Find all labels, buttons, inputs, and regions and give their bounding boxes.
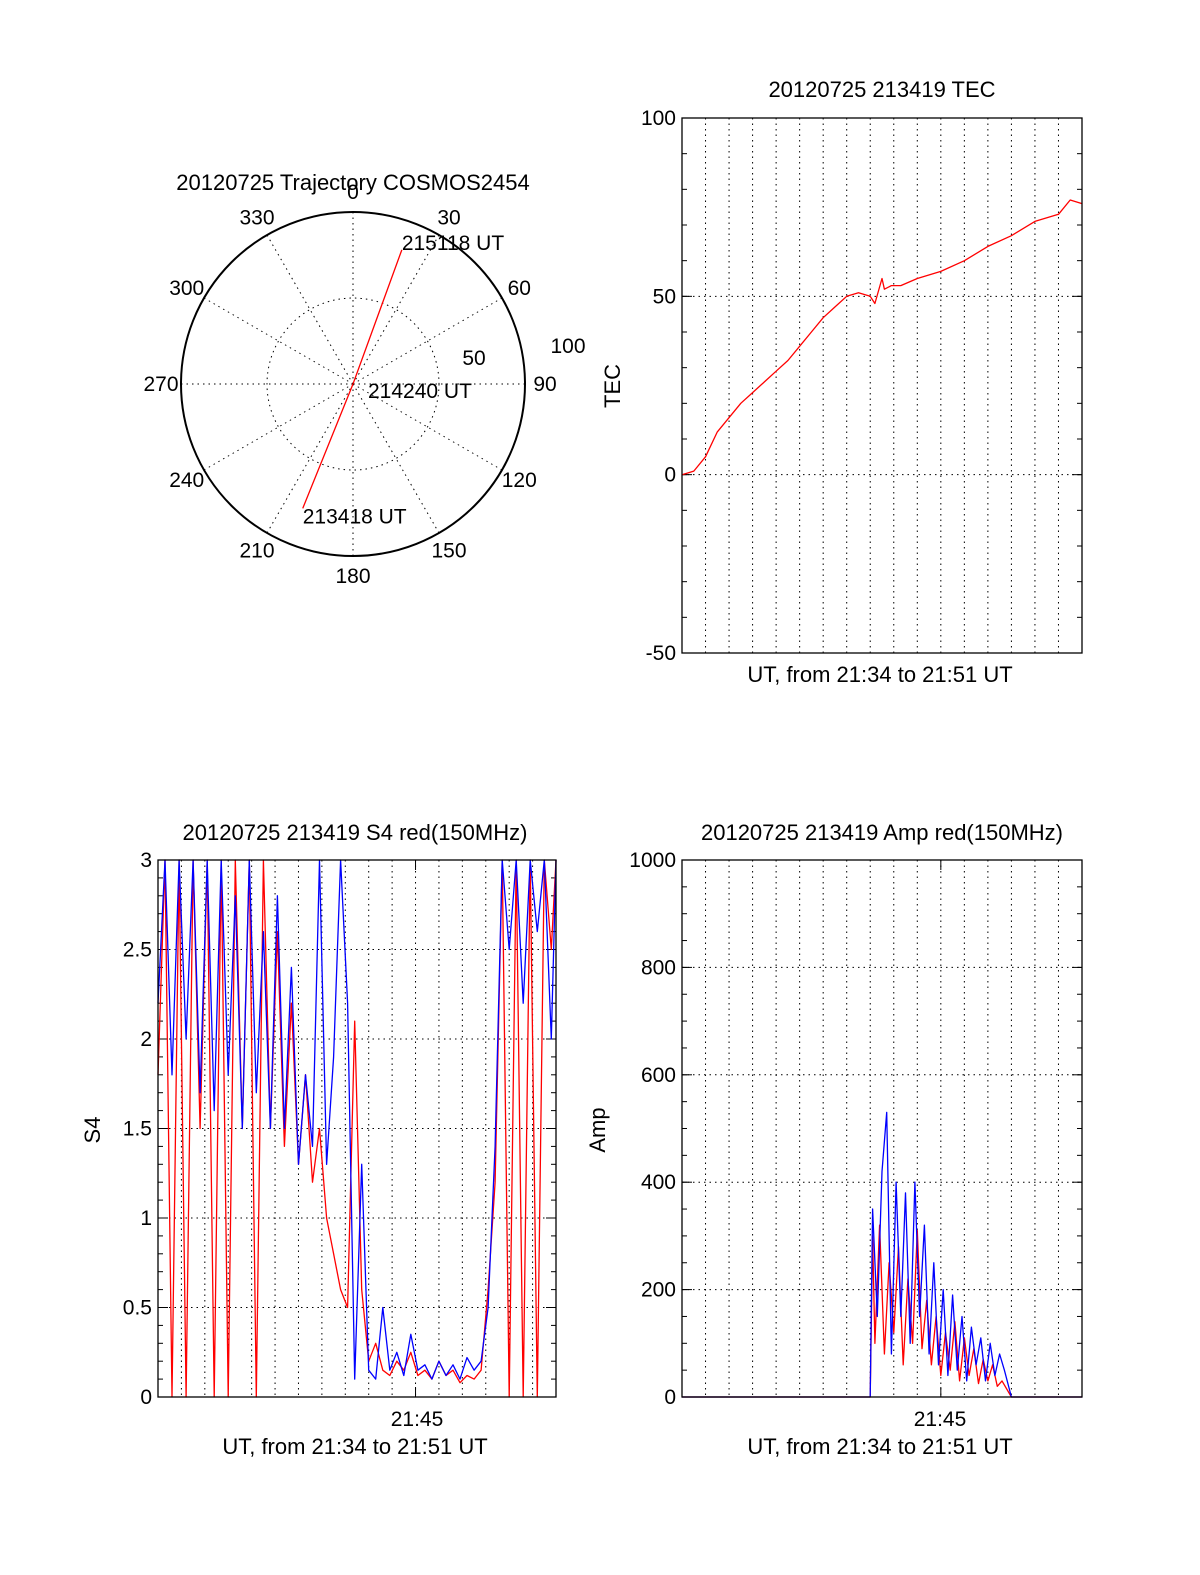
- amp-minor-ticks: [682, 859, 1082, 1398]
- tec-y-tick-label: 50: [653, 285, 676, 308]
- amp-y-tick-label: 800: [641, 956, 676, 979]
- amp-y-tick-labels: 0 200 400 600 800 1000: [629, 849, 676, 1409]
- amp-x-tick-2145: 21:45: [914, 1408, 967, 1431]
- s4-title: 20120725 213419 S4 red(150MHz): [183, 820, 528, 845]
- amp-series: [682, 1111, 1082, 1398]
- polar-azimuth-tick: 240: [169, 469, 204, 492]
- tec-title: 20120725 213419 TEC: [768, 77, 995, 102]
- amp-series-blue-line: [682, 1111, 1082, 1398]
- polar-trajectory: 213418 UT 214240 UT 215118 UT: [302, 232, 505, 528]
- polar-spoke-240: [203, 383, 354, 471]
- s4-series-blue-line: [157, 859, 557, 1380]
- polar-azimuth-labels: 0 30 60 90 120 150 180 210 240 270 300 330: [143, 181, 556, 588]
- amp-panel: 20120725 213419 Amp red(150MHz) 0 200 400 6…: [585, 820, 1083, 1459]
- tec-frame: [681, 117, 1083, 654]
- polar-spoke-150: [352, 383, 440, 534]
- s4-y-tick-label: 0: [140, 1386, 152, 1409]
- s4-x-tick-2145: 21:45: [391, 1408, 444, 1431]
- polar-azimuth-tick: 330: [239, 207, 274, 230]
- polar-radial-tick-50: 50: [462, 347, 485, 370]
- polar-azimuth-tick: 150: [431, 539, 466, 562]
- polar-spoke-120: [352, 383, 503, 471]
- polar-azimuth-tick: 300: [169, 277, 204, 300]
- s4-frame: [157, 859, 557, 1398]
- polar-azimuth-tick: 120: [502, 469, 537, 492]
- s4-ylabel: S4: [80, 1117, 105, 1144]
- amp-grid: [682, 859, 1082, 1398]
- polar-azimuth-tick: 30: [437, 207, 460, 230]
- polar-spoke-30: [352, 234, 440, 385]
- polar-trajectory-label: 214240 UT: [368, 380, 472, 403]
- tec-series-red-line: [681, 199, 1083, 476]
- polar-azimuth-tick: 180: [335, 565, 370, 588]
- polar-trajectory-panel: 20120725 Trajectory COSMOS2454 0 30 60 90 12…: [143, 170, 585, 588]
- polar-trajectory-label: 215118 UT: [402, 232, 505, 255]
- tec-y-tick-label: 0: [664, 464, 676, 487]
- amp-y-tick-label: 600: [641, 1064, 676, 1087]
- amp-y-tick-label: 0: [664, 1386, 676, 1409]
- polar-spokes: [181, 212, 525, 556]
- polar-inner-circle: [266, 297, 440, 471]
- s4-y-tick-label: 0.5: [123, 1297, 152, 1320]
- amp-series-red-line: [682, 1224, 1082, 1398]
- polar-radial-tick-100: 100: [550, 335, 585, 358]
- s4-y-tick-labels: 0 0.5 1 1.5 2 2.5 3: [123, 849, 152, 1409]
- tec-xlabel: UT, from 21:34 to 21:51 UT: [747, 662, 1012, 687]
- polar-spoke-60: [352, 297, 503, 385]
- polar-trajectory-line: [302, 249, 403, 509]
- polar-title: 20120725 Trajectory COSMOS2454: [176, 170, 529, 195]
- polar-spoke-210: [266, 383, 354, 534]
- amp-y-tick-label: 1000: [629, 849, 676, 872]
- polar-spoke-300: [203, 297, 354, 385]
- s4-y-tick-label: 3: [140, 849, 152, 872]
- amp-frame: [681, 859, 1083, 1398]
- s4-panel: 20120725 213419 S4 red(150MHz) 0 0.5 1 1.5 2…: [80, 820, 557, 1459]
- amp-ylabel: Amp: [585, 1107, 610, 1152]
- polar-azimuth-tick: 270: [143, 373, 178, 396]
- polar-spoke-330: [266, 234, 354, 385]
- polar-trajectory-label: 213418 UT: [303, 505, 407, 528]
- tec-grid: [682, 117, 1082, 654]
- polar-azimuth-tick: 0: [347, 181, 359, 204]
- tec-series: [681, 199, 1083, 476]
- amp-y-tick-label: 200: [641, 1279, 676, 1302]
- amp-title: 20120725 213419 Amp red(150MHz): [701, 820, 1063, 845]
- tec-y-tick-labels: -50 0 50 100: [641, 107, 676, 665]
- tec-ylabel: TEC: [600, 364, 625, 408]
- tec-y-tick-label: 100: [641, 107, 676, 130]
- amp-y-tick-label: 400: [641, 1171, 676, 1194]
- amp-xlabel: UT, from 21:34 to 21:51 UT: [747, 1434, 1012, 1459]
- polar-azimuth-tick: 90: [533, 373, 556, 396]
- s4-y-tick-label: 1.5: [123, 1118, 152, 1141]
- polar-azimuth-tick: 60: [508, 277, 531, 300]
- polar-azimuth-tick: 210: [239, 539, 274, 562]
- tec-minor-ticks: [682, 117, 1082, 654]
- tec-panel: 20120725 213419 TEC -50 0 50 100 TEC UT, fr…: [600, 77, 1083, 687]
- s4-xlabel: UT, from 21:34 to 21:51 UT: [222, 1434, 487, 1459]
- s4-y-tick-label: 1: [140, 1207, 152, 1230]
- s4-series: [157, 859, 557, 1398]
- s4-y-tick-label: 2: [140, 1028, 152, 1051]
- tec-y-tick-label: -50: [646, 642, 676, 665]
- s4-y-tick-label: 2.5: [123, 939, 152, 962]
